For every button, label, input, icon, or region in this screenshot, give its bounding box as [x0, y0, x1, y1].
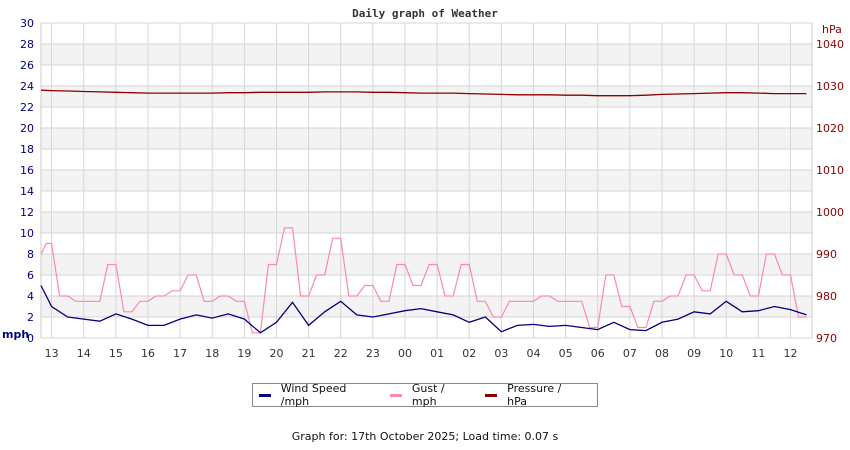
x-tick-label: 04 — [526, 347, 540, 360]
x-tick-label: 23 — [366, 347, 380, 360]
left-tick-label: 12 — [20, 206, 34, 219]
grid-band — [41, 86, 812, 107]
x-tick-label: 09 — [687, 347, 701, 360]
legend-label: Pressure / hPa — [507, 382, 562, 408]
left-tick-label: 26 — [20, 59, 34, 72]
right-tick-label: 990 — [816, 248, 837, 261]
x-tick-label: 17 — [173, 347, 187, 360]
series-line-gust — [40, 227, 807, 334]
left-tick-label: 10 — [20, 227, 34, 240]
x-tick-label: 02 — [462, 347, 476, 360]
left-tick-label: 14 — [20, 185, 34, 198]
x-tick-label: 06 — [591, 347, 605, 360]
x-tick-label: 14 — [77, 347, 91, 360]
x-tick-label: 01 — [430, 347, 444, 360]
left-tick-label: 6 — [27, 269, 34, 282]
right-tick-label: 1010 — [816, 164, 844, 177]
legend-item-wind: Wind Speed /mph — [259, 382, 376, 408]
left-axis-label: mph — [2, 328, 29, 341]
legend-item-gust: Gust / mph — [390, 382, 471, 408]
x-axis: 13 14 15 16 17 18 19 20 21 22 23 00 01 02 03 04 05 06 07 08… — [45, 347, 798, 360]
x-tick-label: 11 — [751, 347, 765, 360]
x-tick-label: 22 — [334, 347, 348, 360]
series-line-wind — [40, 285, 807, 334]
left-tick-label: 20 — [20, 122, 34, 135]
weather-chart: Daily graph of Weather 02468101214161820… — [2, 7, 844, 360]
right-tick-label: 1030 — [816, 80, 844, 93]
right-tick-label: 1040 — [816, 38, 844, 51]
x-tick-label: 08 — [655, 347, 669, 360]
legend-label: Wind Speed /mph — [280, 382, 347, 408]
x-tick-label: 15 — [109, 347, 123, 360]
grid-band — [41, 170, 812, 191]
left-tick-label: 28 — [20, 38, 34, 51]
wind-swatch — [259, 393, 271, 397]
x-tick-label: 05 — [559, 347, 573, 360]
pressure-swatch — [485, 393, 498, 397]
grid-band — [41, 296, 812, 317]
right-tick-label: 970 — [816, 332, 837, 345]
left-tick-label: 8 — [27, 248, 34, 261]
left-tick-label: 2 — [27, 311, 34, 324]
x-tick-label: 19 — [237, 347, 251, 360]
grid-band — [41, 128, 812, 149]
x-tick-label: 13 — [45, 347, 59, 360]
grid-band — [41, 212, 812, 233]
grid-band — [41, 254, 812, 275]
left-tick-label: 4 — [27, 290, 34, 303]
left-tick-label: 22 — [20, 101, 34, 114]
right-axis-label: hPa — [822, 23, 842, 36]
x-tick-label: 20 — [269, 347, 283, 360]
x-tick-label: 18 — [205, 347, 219, 360]
left-tick-label: 30 — [20, 17, 34, 30]
x-tick-label: 07 — [623, 347, 637, 360]
grid-band — [41, 44, 812, 65]
left-tick-label: 18 — [20, 143, 34, 156]
left-tick-label: 16 — [20, 164, 34, 177]
x-tick-label: 03 — [494, 347, 508, 360]
grid-lines — [40, 22, 813, 339]
gust-swatch — [390, 393, 402, 397]
chart-title: Daily graph of Weather — [352, 7, 498, 20]
x-tick-label: 21 — [302, 347, 316, 360]
legend-label: Gust / mph — [411, 382, 445, 408]
series-lines — [40, 89, 807, 334]
footer-text: Graph for: 17th October 2025; Load time:… — [291, 430, 559, 443]
right-tick-label: 1000 — [816, 206, 844, 219]
right-tick-label: 1020 — [816, 122, 844, 135]
x-tick-label: 00 — [398, 347, 412, 360]
left-tick-label: 0 — [27, 332, 34, 345]
x-tick-label: 12 — [783, 347, 797, 360]
x-tick-label: 10 — [719, 347, 733, 360]
legend-item-pressure: Pressure / hPa — [485, 382, 583, 408]
left-tick-label: 24 — [20, 80, 34, 93]
series-line-pressure — [40, 89, 807, 97]
right-tick-label: 980 — [816, 290, 837, 303]
background-bands — [41, 44, 812, 317]
right-axis: 970 980 990 1000 1010 1020 1030 1040 — [816, 38, 844, 345]
legend: Wind Speed /mph Gust / mph Pressure / hP… — [252, 382, 598, 408]
x-tick-label: 16 — [141, 347, 155, 360]
